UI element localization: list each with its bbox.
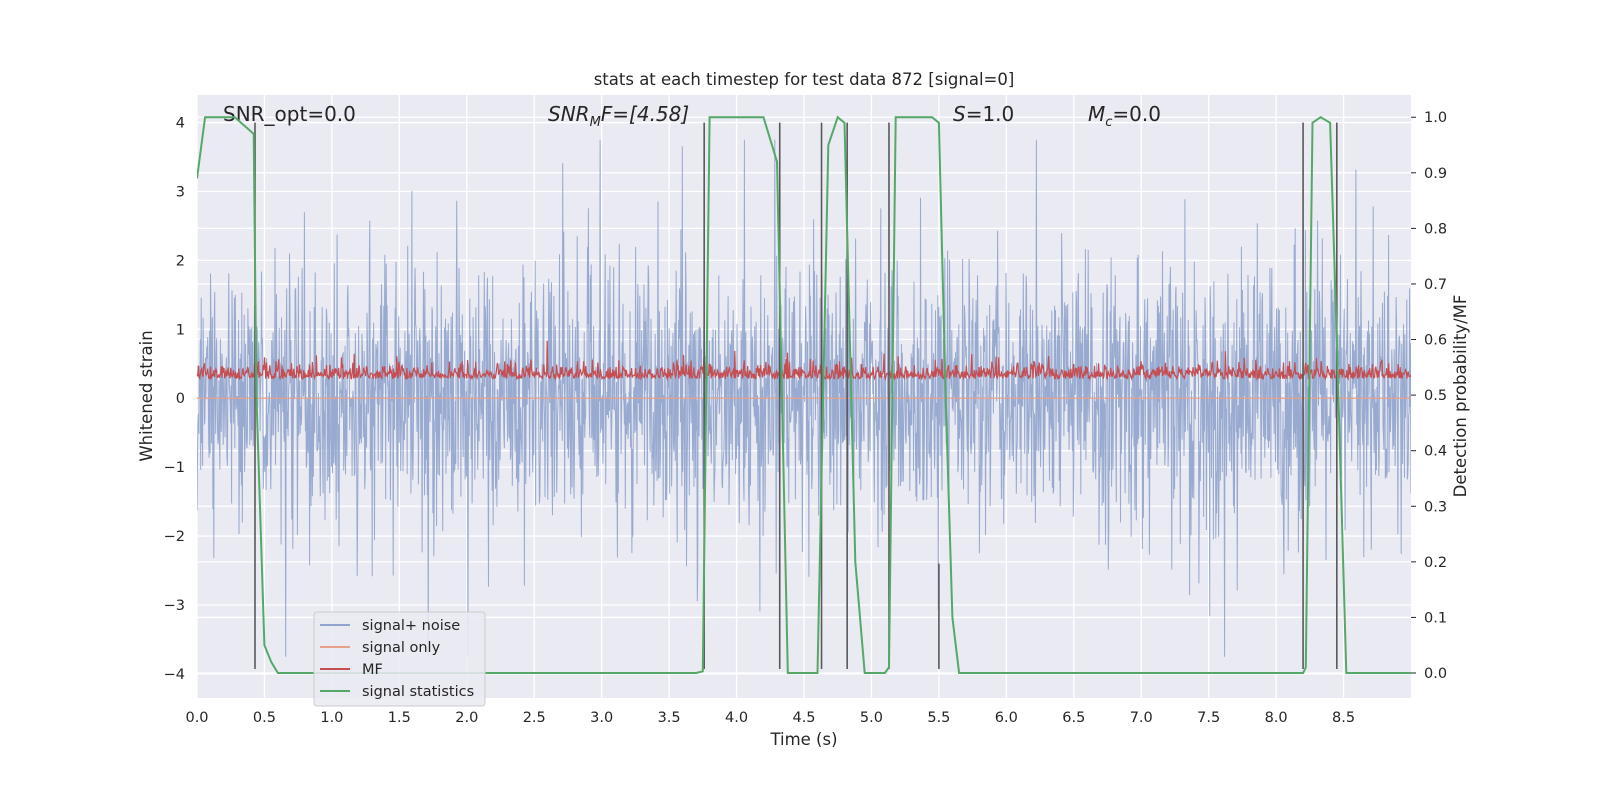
y2-tick-label: 0.0 — [1424, 666, 1447, 682]
legend-label-signal-statistics: signal statistics — [362, 684, 474, 700]
series-mf-line — [197, 340, 1411, 382]
y-axis-label: Whitened strain — [137, 330, 156, 461]
legend: signal+ noise signal only MF signal stat… — [313, 611, 486, 707]
x-tick-label: 2.5 — [523, 710, 546, 726]
x-tick-label: 5.5 — [927, 710, 950, 726]
series-signal-noise-line — [197, 139, 1411, 657]
y2-tick-label: 1.0 — [1424, 110, 1447, 126]
annotation-snr-mf: SNRMF=[4.58] — [548, 102, 689, 130]
y2-tick-label: 0.4 — [1424, 444, 1447, 460]
x-tick-label: 7.5 — [1197, 710, 1220, 726]
x-tick-label: 4.5 — [792, 710, 815, 726]
annotation-snr-opt: SNR_opt=0.0 — [223, 102, 356, 126]
y-tick-label: −4 — [164, 667, 185, 683]
x-tick-label: 0.0 — [185, 710, 208, 726]
x-tick-label: 5.0 — [860, 710, 883, 726]
y2-tick-label: 0.3 — [1424, 499, 1447, 515]
y2-tick-label: 0.5 — [1424, 388, 1447, 404]
x-tick-label: 4.0 — [725, 710, 748, 726]
x-tick-label: 6.5 — [1062, 710, 1085, 726]
y-axis-ticks: 4 3 2 1 0 −1 −2 −3 −4 — [164, 116, 185, 683]
x-axis-ticks: 0.0 0.5 1.0 1.5 2.0 2.5 3.0 3.5 4.0 4.5 5.0 5.5 6.0 6… — [185, 710, 1355, 726]
x-tick-label: 3.0 — [590, 710, 613, 726]
x-tick-label: 0.5 — [253, 710, 276, 726]
y-tick-label: −3 — [164, 598, 185, 614]
y2-tick-label: 0.6 — [1424, 333, 1447, 349]
annotation-s: S=1.0 — [953, 102, 1014, 126]
legend-label-mf: MF — [362, 662, 383, 678]
x-tick-label: 2.0 — [455, 710, 478, 726]
y2-tick-label: 0.7 — [1424, 277, 1447, 293]
legend-label-signal-only: signal only — [362, 640, 441, 656]
annotation-mc: Mc=0.0 — [1088, 102, 1161, 130]
y-tick-label: −2 — [164, 529, 185, 545]
y-tick-label: 1 — [176, 322, 185, 338]
legend-box — [313, 611, 486, 707]
y2-axis-label: Detection probability/MF — [1451, 295, 1470, 498]
x-axis-label: Time (s) — [769, 730, 837, 749]
y-tick-label: 3 — [176, 184, 185, 200]
x-tick-label: 8.0 — [1265, 710, 1288, 726]
legend-label-signal-noise: signal+ noise — [362, 618, 460, 634]
y2-tick-label: 0.8 — [1424, 221, 1447, 237]
y2-tick-label: 0.9 — [1424, 166, 1447, 182]
chart-title: stats at each timestep for test data 872… — [594, 70, 1015, 89]
x-tick-label: 6.0 — [995, 710, 1018, 726]
grid-lines — [196, 95, 1411, 698]
x-tick-label: 1.0 — [320, 710, 343, 726]
x-tick-label: 8.5 — [1332, 710, 1355, 726]
y2-tick-label: 0.1 — [1424, 610, 1447, 626]
y-tick-label: 4 — [176, 116, 185, 132]
y-tick-label: 2 — [176, 253, 185, 269]
y2-axis-ticks: 1.0 0.9 0.8 0.7 0.6 0.5 0.4 0.3 0.2 0.1 0.0 — [1411, 110, 1447, 682]
series-signal-statistics-line — [197, 115, 1411, 674]
x-tick-label: 1.5 — [388, 710, 411, 726]
x-tick-label: 3.5 — [658, 710, 681, 726]
series-group — [197, 139, 1411, 657]
y-tick-label: −1 — [164, 460, 185, 476]
y2-tick-label: 0.2 — [1424, 555, 1447, 571]
x-tick-label: 7.0 — [1130, 710, 1153, 726]
y-tick-label: 0 — [176, 391, 185, 407]
